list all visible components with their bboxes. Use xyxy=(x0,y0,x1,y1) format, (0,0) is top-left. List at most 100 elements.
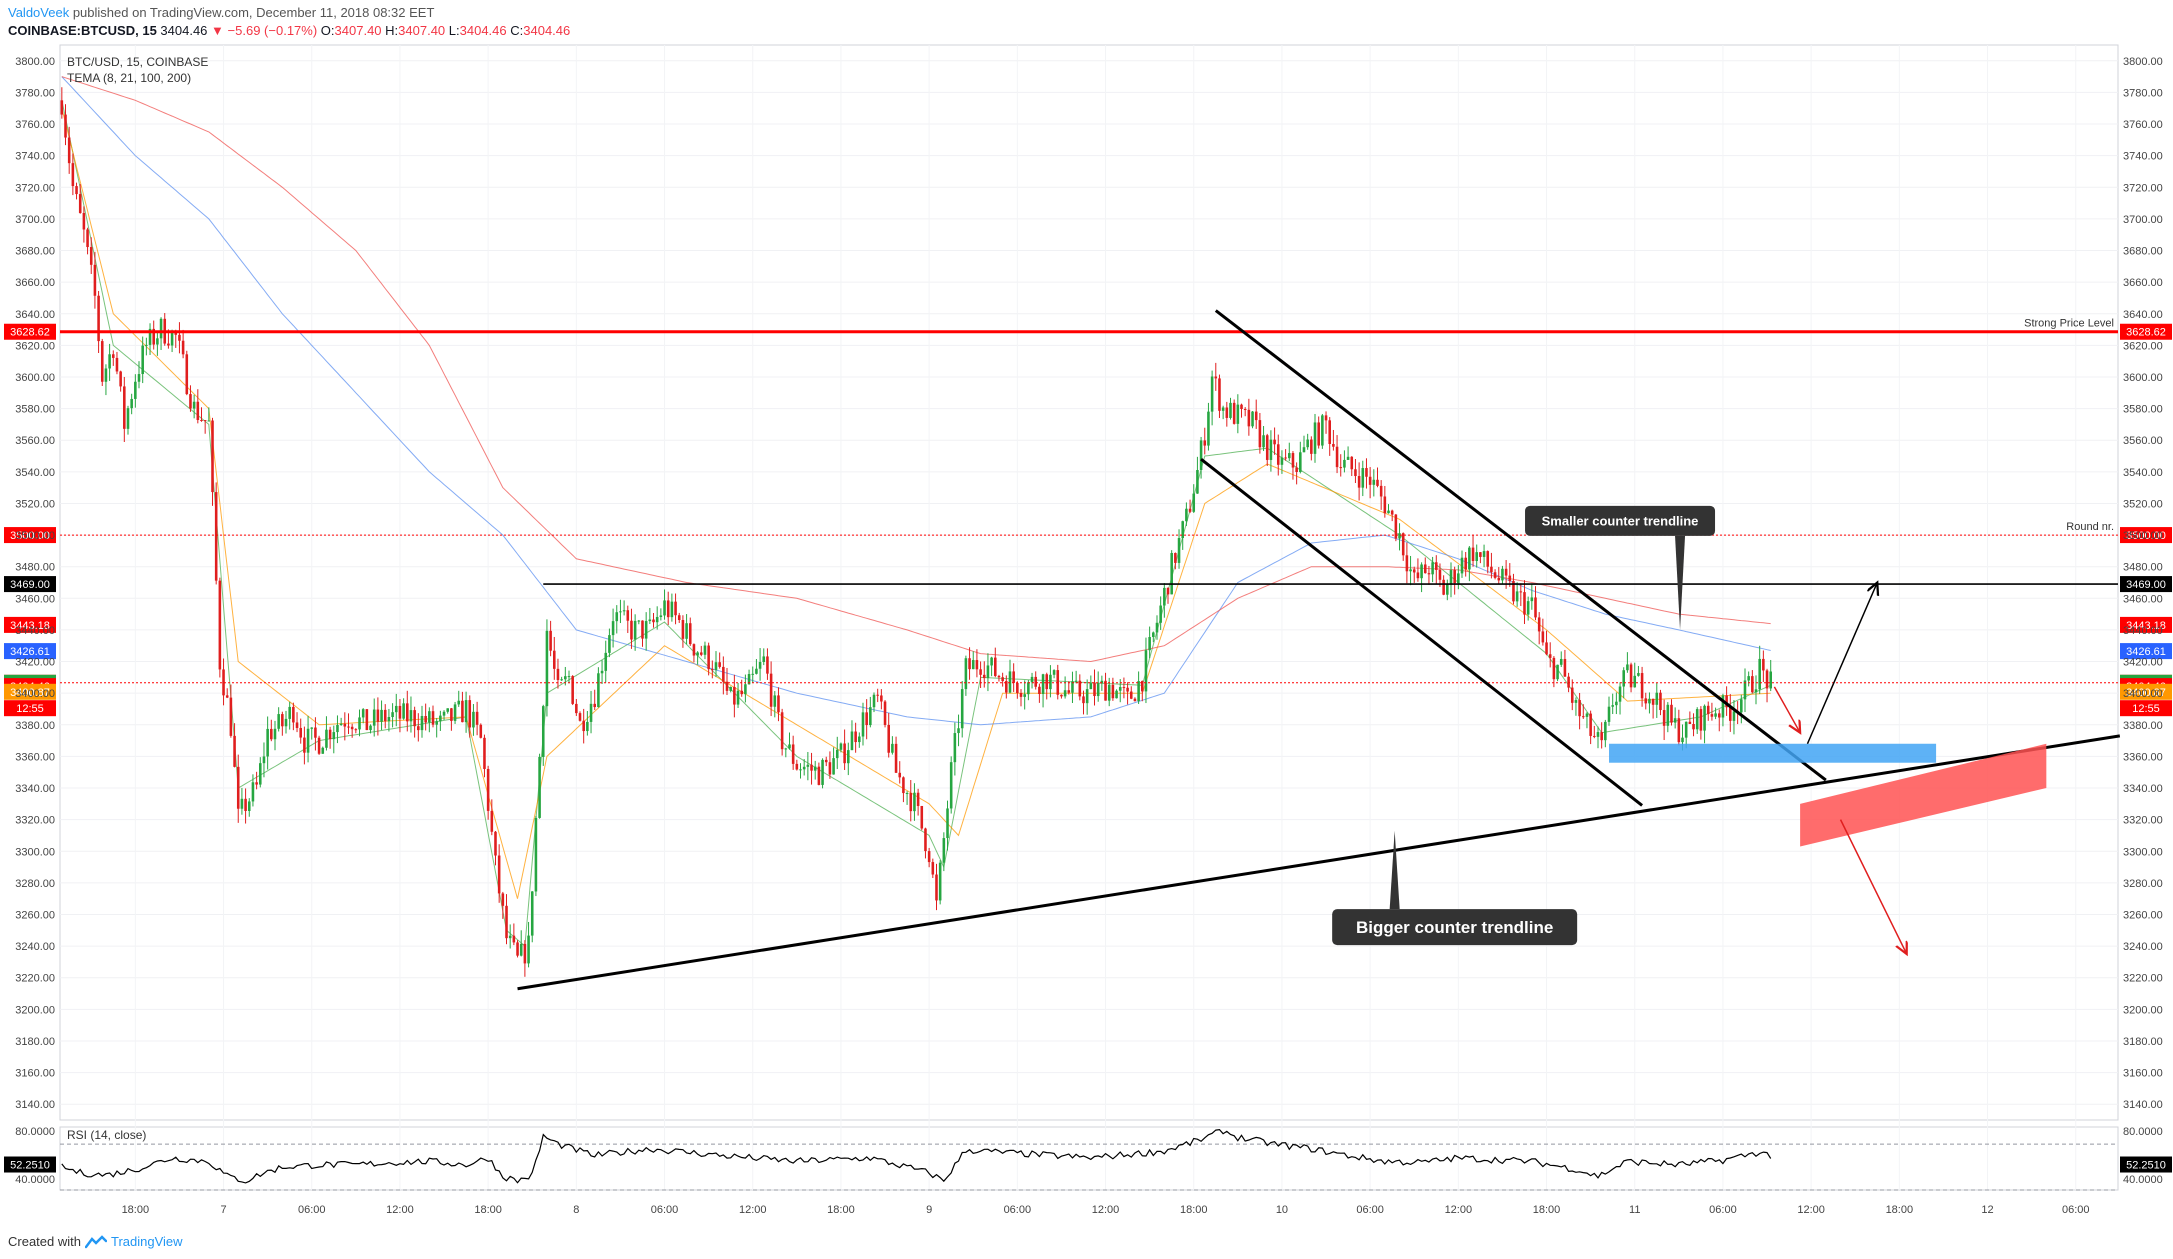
candle-body xyxy=(383,709,387,722)
candle-body xyxy=(736,690,740,705)
tradingview-brand[interactable]: TradingView xyxy=(110,1234,183,1249)
candle-body xyxy=(148,328,152,345)
candle-body xyxy=(1049,674,1052,690)
candle-body xyxy=(1236,404,1240,424)
smaller-trendline-callout: Smaller counter trendline xyxy=(1525,505,1716,630)
y-tick-label-right: 3520.00 xyxy=(2123,498,2163,510)
candle-body xyxy=(1082,696,1085,704)
candle-body xyxy=(722,666,725,682)
candle-body xyxy=(817,766,821,785)
published-text: published on TradingView.com, December 1… xyxy=(72,5,435,20)
candle-body xyxy=(604,652,608,671)
candle-body xyxy=(1324,415,1328,421)
candle-body xyxy=(486,768,490,811)
candle-body xyxy=(685,623,688,639)
candle-body xyxy=(957,728,960,734)
rsi-tick-label-right: 40.0000 xyxy=(2123,1174,2163,1186)
y-tick-label-right: 3160.00 xyxy=(2123,1068,2163,1080)
candle-body xyxy=(450,708,453,721)
candle-body xyxy=(924,828,927,852)
candle-body xyxy=(508,935,512,939)
candle-body xyxy=(1622,670,1625,687)
candle-body xyxy=(1629,664,1633,688)
rsi-tick-label-right: 80.0000 xyxy=(2123,1126,2163,1138)
candle-body xyxy=(1159,605,1162,623)
candle-body xyxy=(810,764,813,771)
y-tick-label-right: 3180.00 xyxy=(2123,1036,2163,1048)
y-tick-label-right: 3260.00 xyxy=(2123,909,2163,921)
red-down-arrow-long xyxy=(1839,819,1907,954)
x-tick-label: 12 xyxy=(1981,1204,1993,1216)
candle-body xyxy=(1144,650,1148,692)
callout-text: Smaller counter trendline xyxy=(1542,513,1699,528)
candle-body xyxy=(1027,682,1030,695)
y-tick-label-left: 3160.00 xyxy=(15,1068,55,1080)
candle-body xyxy=(1328,420,1331,444)
candle-body xyxy=(795,763,799,770)
candle-body xyxy=(744,684,747,695)
candle-body xyxy=(1405,555,1409,572)
candle-body xyxy=(1596,732,1600,737)
y-tick-label-left: 3440.00 xyxy=(15,625,55,637)
candle-body xyxy=(644,621,648,639)
candle-body xyxy=(1501,568,1504,581)
candle-body xyxy=(1240,404,1243,409)
candle-body xyxy=(1376,479,1379,486)
y-tick-label-left: 3260.00 xyxy=(15,909,55,921)
target-zone xyxy=(1800,743,2047,847)
candle-body xyxy=(865,712,868,726)
candle-body xyxy=(718,662,721,667)
y-tick-label-left: 3140.00 xyxy=(15,1099,55,1111)
y-tick-label-right: 3780.00 xyxy=(2123,87,2163,99)
tema200-line xyxy=(61,76,1771,663)
candle-body xyxy=(60,100,64,115)
candle-body xyxy=(483,737,486,769)
candle-body xyxy=(93,264,97,296)
candle-body xyxy=(1703,705,1706,731)
candle-body xyxy=(1008,671,1012,693)
support-zone xyxy=(1609,743,1937,763)
y-tick-label-right: 3700.00 xyxy=(2123,214,2163,226)
candle-body xyxy=(1570,687,1574,703)
y-tick-label-left: 3720.00 xyxy=(15,182,55,194)
candle-body xyxy=(747,674,751,685)
candle-body xyxy=(821,759,824,785)
candle-body xyxy=(1269,439,1273,460)
y-tick-label-left: 3360.00 xyxy=(15,751,55,763)
level-price-tag-right-text: 3500.00 xyxy=(2126,530,2166,542)
candle-body xyxy=(270,728,273,740)
x-tick-label: 18:00 xyxy=(1180,1204,1208,1216)
candle-body xyxy=(762,656,766,662)
x-tick-label: 06:00 xyxy=(1004,1204,1032,1216)
candle-body xyxy=(1379,485,1383,497)
author-link[interactable]: ValdoVeek xyxy=(8,5,70,20)
candle-body xyxy=(1578,700,1581,717)
low-label: L: xyxy=(448,23,460,38)
down-arrow-icon: ▼ xyxy=(211,23,224,38)
candle-body xyxy=(824,759,828,763)
candle-body xyxy=(134,381,137,399)
candle-body xyxy=(740,690,743,695)
candle-body xyxy=(214,492,218,581)
candle-body xyxy=(1471,547,1475,561)
candle-body xyxy=(1354,469,1357,477)
price-tag-right-text: 3400.87 xyxy=(2126,687,2166,699)
candle-body xyxy=(1545,642,1548,655)
candle-body xyxy=(1515,591,1519,602)
level-price-tag-left-text: 3500.00 xyxy=(10,530,50,542)
candle-body xyxy=(1541,631,1545,643)
candle-body xyxy=(777,695,780,713)
candle-body xyxy=(1129,691,1133,699)
candle-body xyxy=(394,705,398,713)
candle-body xyxy=(1416,572,1420,579)
footer: Created with TradingView xyxy=(8,1234,183,1249)
candle-body xyxy=(1280,457,1284,465)
candle-body xyxy=(1449,570,1453,585)
candle-body xyxy=(464,700,468,723)
candle-body xyxy=(1067,690,1071,693)
black-up-arrow xyxy=(1806,583,1877,745)
candle-body xyxy=(406,703,409,722)
candle-body xyxy=(1214,376,1218,379)
candle-body xyxy=(1681,737,1684,743)
